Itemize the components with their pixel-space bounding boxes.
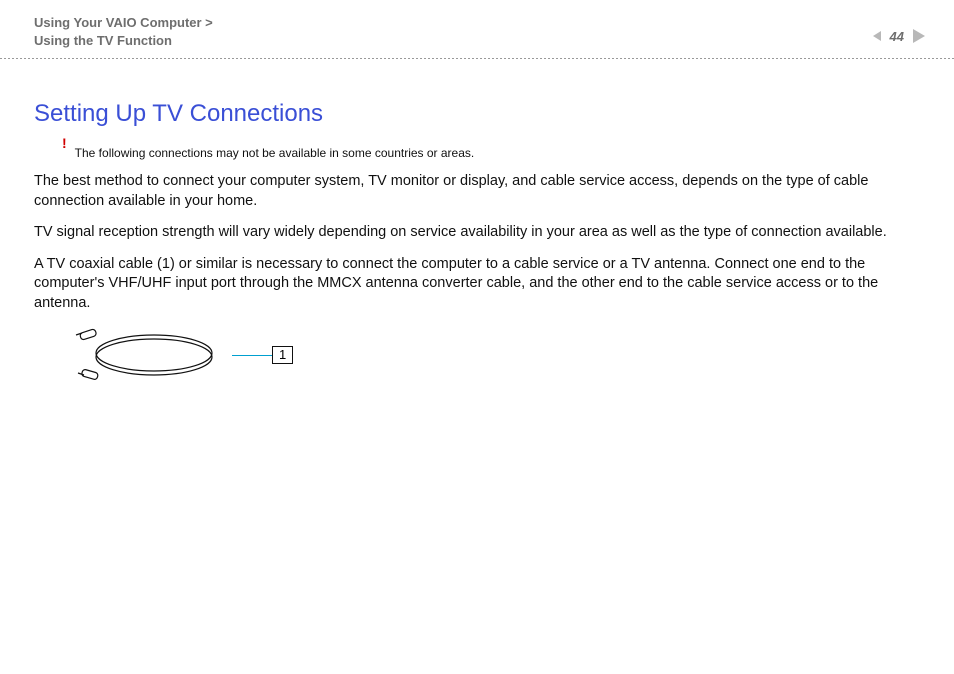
page-header: Using Your VAIO Computer > Using the TV … <box>0 0 954 58</box>
page-title: Setting Up TV Connections <box>34 100 920 128</box>
callout-label: 1 <box>272 346 293 364</box>
warning-note: ! The following connections may not be a… <box>66 146 920 160</box>
paragraph-2: TV signal reception strength will vary w… <box>34 223 920 243</box>
paragraph-1: The best method to connect your computer… <box>34 172 920 211</box>
page-content: Setting Up TV Connections ! The followin… <box>34 100 920 385</box>
breadcrumb: Using Your VAIO Computer > Using the TV … <box>34 14 920 50</box>
cable-figure: 1 <box>74 325 920 385</box>
warning-icon: ! <box>62 136 67 150</box>
breadcrumb-line-1: Using Your VAIO Computer > <box>34 14 920 32</box>
page-number: 44 <box>890 29 904 44</box>
breadcrumb-line-2: Using the TV Function <box>34 32 920 50</box>
warning-text: The following connections may not be ava… <box>75 146 475 160</box>
header-divider <box>0 58 954 59</box>
coaxial-cable-icon <box>74 325 234 385</box>
next-page-arrow-icon[interactable] <box>910 28 926 44</box>
paragraph-3: A TV coaxial cable (1) or similar is nec… <box>34 255 920 314</box>
prev-page-arrow-icon[interactable] <box>872 30 884 42</box>
callout-leader-line <box>232 355 272 356</box>
page-nav: 44 <box>872 28 926 44</box>
